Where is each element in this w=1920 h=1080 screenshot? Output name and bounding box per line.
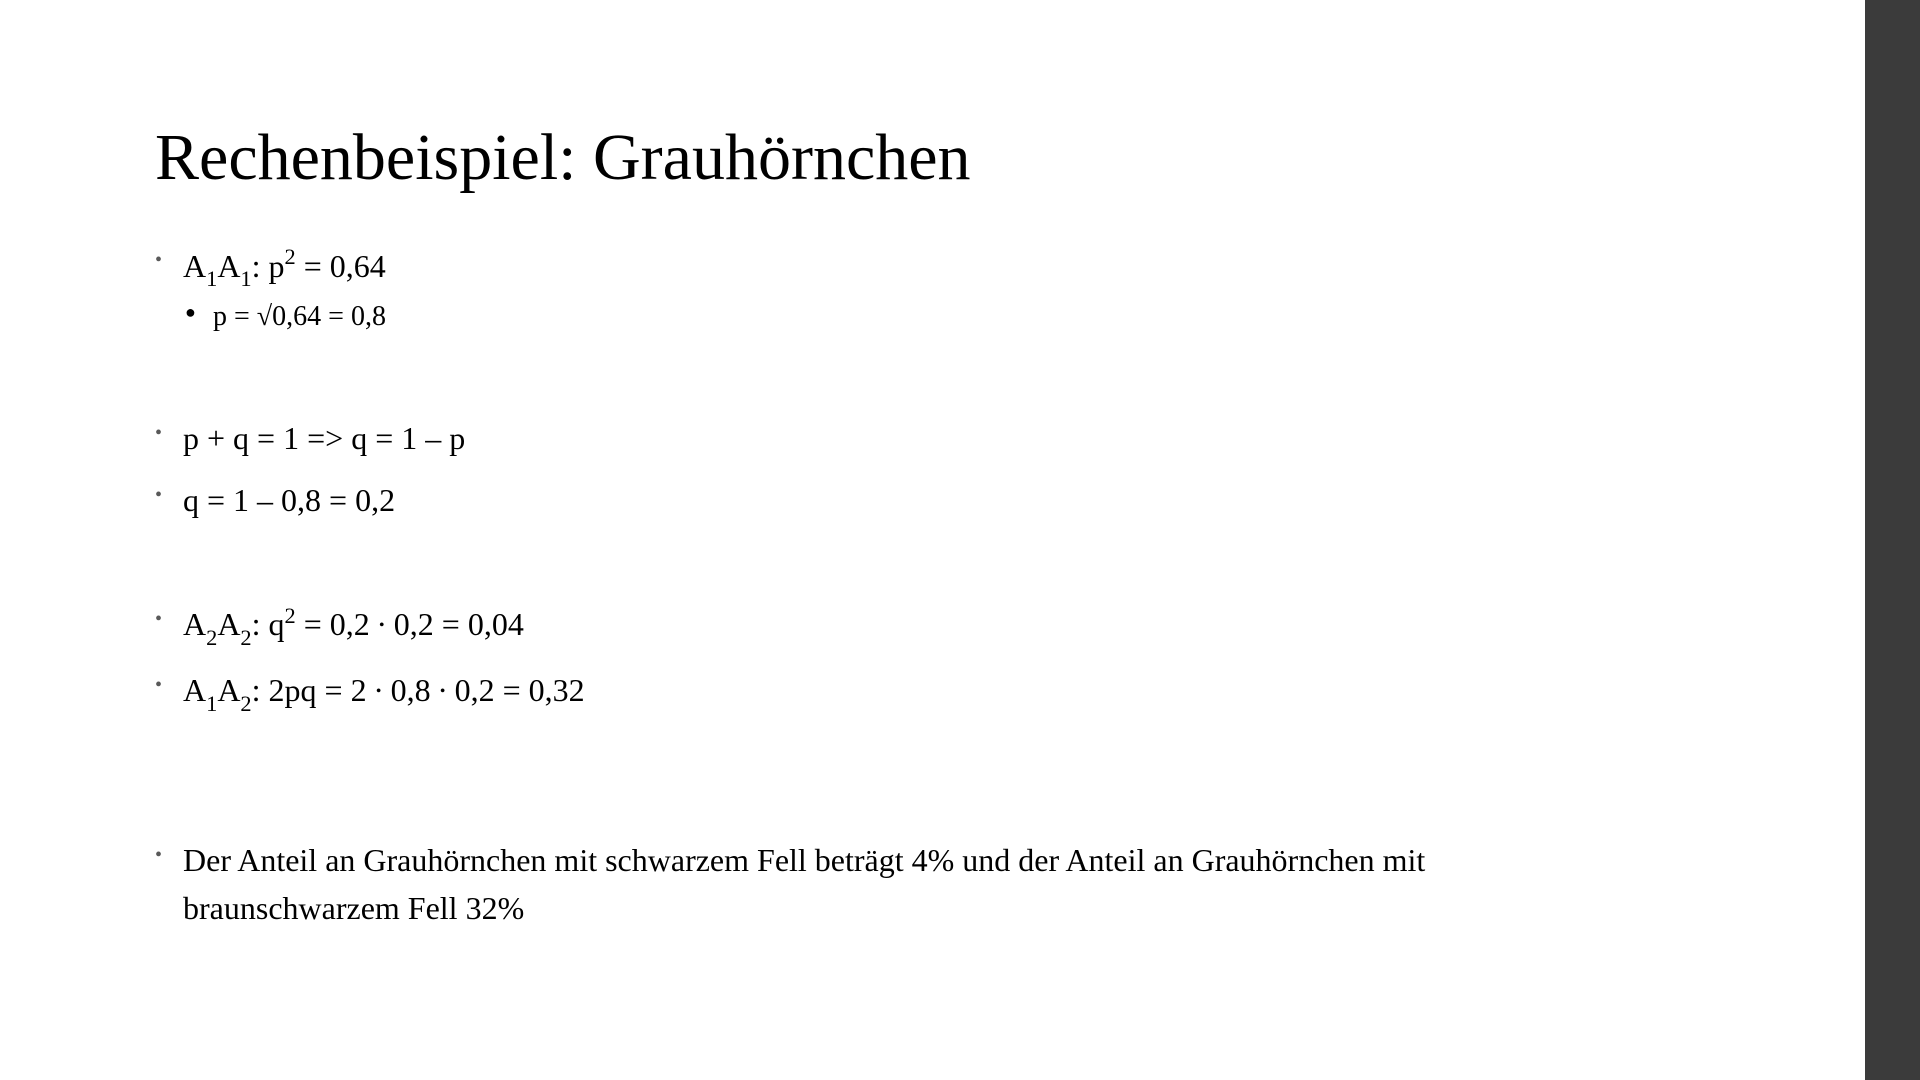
spacer	[155, 538, 1710, 586]
text: A1A2: 2pq = 2 ∙ 0,8 ∙ 0,2 = 0,32	[183, 672, 585, 708]
slide-content: Rechenbeispiel: Grauhörnchen A1A1: p2 = …	[0, 0, 1865, 1080]
bullet-a1a1: A1A1: p2 = 0,64 p = √0,64 = 0,8	[155, 241, 1710, 338]
right-accent-bar	[1865, 0, 1920, 1080]
spacer	[155, 732, 1710, 822]
sub-list: p = √0,64 = 0,8	[183, 296, 1710, 338]
sub-bullet-p: p = √0,64 = 0,8	[183, 296, 1710, 338]
bullet-a1a2: A1A2: 2pq = 2 ∙ 0,8 ∙ 0,2 = 0,32	[155, 666, 1710, 718]
slide-title: Rechenbeispiel: Grauhörnchen	[155, 120, 1710, 196]
spacer	[155, 352, 1710, 400]
bullet-q-value: q = 1 – 0,8 = 0,2	[155, 476, 1710, 524]
text: A1A1: p2 = 0,64	[183, 248, 386, 284]
bullet-a2a2: A2A2: q2 = 0,2 ∙ 0,2 = 0,04	[155, 600, 1710, 653]
bullet-list: A1A1: p2 = 0,64 p = √0,64 = 0,8 p + q = …	[155, 241, 1710, 932]
bullet-pq-relation: p + q = 1 => q = 1 – p	[155, 414, 1710, 462]
text: A2A2: q2 = 0,2 ∙ 0,2 = 0,04	[183, 606, 524, 642]
bullet-conclusion: Der Anteil an Grauhörnchen mit schwarzem…	[155, 836, 1555, 932]
